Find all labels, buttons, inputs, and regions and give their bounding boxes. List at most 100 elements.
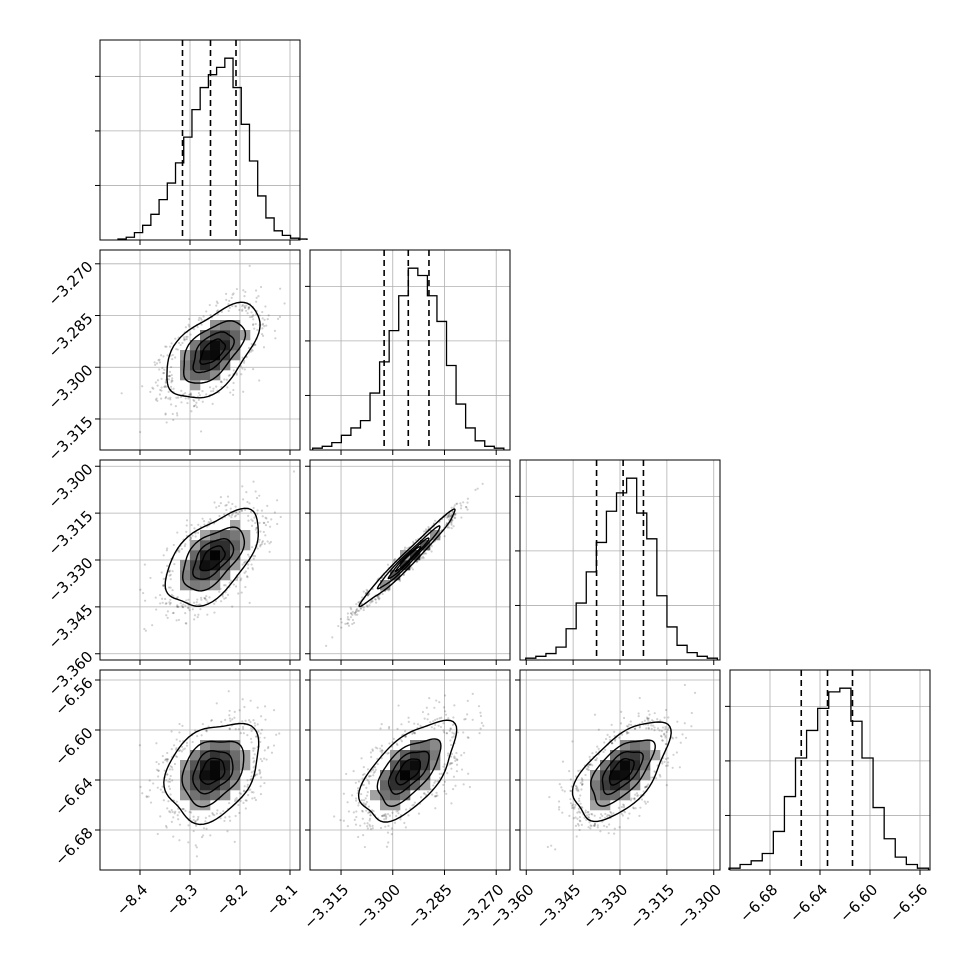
scatter-point bbox=[252, 747, 255, 750]
scatter-point bbox=[422, 556, 425, 560]
scatter-point bbox=[577, 769, 580, 773]
scatter-point bbox=[649, 776, 653, 779]
panel-marks bbox=[139, 470, 296, 632]
scatter-point bbox=[162, 761, 165, 764]
density-cell bbox=[210, 340, 221, 351]
scatter-point bbox=[613, 730, 616, 733]
scatter-point bbox=[450, 522, 453, 525]
scatter-point bbox=[177, 341, 181, 345]
scatter-point bbox=[180, 401, 183, 404]
scatter-point bbox=[163, 385, 166, 388]
scatter-point bbox=[652, 724, 655, 727]
scatter-point bbox=[182, 807, 185, 811]
scatter-point bbox=[166, 354, 169, 357]
scatter-point bbox=[345, 772, 348, 776]
scatter-point bbox=[258, 538, 261, 541]
density-cell bbox=[180, 580, 191, 591]
scatter-point bbox=[407, 814, 410, 817]
scatter-point bbox=[238, 510, 241, 514]
density-cell bbox=[190, 540, 201, 551]
scatter-point bbox=[167, 780, 170, 783]
scatter-point bbox=[400, 723, 403, 726]
scatter-point bbox=[255, 531, 259, 534]
scatter-point bbox=[276, 317, 280, 320]
scatter-point bbox=[665, 764, 668, 767]
scatter-point bbox=[366, 827, 369, 830]
scatter-point bbox=[157, 769, 160, 772]
scatter-point bbox=[387, 751, 390, 755]
scatter-point bbox=[383, 813, 386, 817]
scatter-point bbox=[251, 797, 254, 800]
scatter-point bbox=[452, 716, 455, 719]
scatter-point bbox=[159, 354, 163, 357]
scatter-point bbox=[651, 719, 654, 722]
density-cell bbox=[210, 790, 221, 801]
scatter-point bbox=[198, 394, 201, 397]
scatter-point bbox=[181, 745, 184, 748]
scatter-point bbox=[361, 773, 365, 776]
scatter-point bbox=[340, 621, 343, 624]
scatter-point bbox=[388, 742, 391, 745]
scatter-point bbox=[647, 717, 650, 720]
scatter-point bbox=[576, 822, 580, 826]
scatter-point bbox=[249, 350, 252, 353]
density-cell bbox=[180, 770, 191, 781]
scatter-point bbox=[156, 832, 159, 836]
scatter-point bbox=[203, 597, 207, 600]
scatter-point bbox=[242, 390, 245, 393]
scatter-point bbox=[177, 818, 180, 821]
scatter-point bbox=[225, 508, 228, 512]
scatter-point bbox=[650, 727, 653, 730]
scatter-point bbox=[377, 596, 380, 600]
scatter-point bbox=[174, 755, 178, 758]
contour-level-3 bbox=[387, 750, 430, 795]
scatter-point bbox=[160, 571, 163, 574]
scatter-point bbox=[586, 768, 589, 771]
density-cell bbox=[200, 790, 211, 801]
scatter-point bbox=[407, 716, 410, 719]
density-cell bbox=[610, 770, 621, 781]
scatter-point bbox=[440, 772, 444, 775]
scatter-point bbox=[242, 289, 245, 292]
scatter-point bbox=[241, 305, 244, 308]
scatter-point bbox=[252, 557, 255, 560]
density-cell bbox=[640, 770, 651, 781]
scatter-point bbox=[240, 373, 243, 376]
scatter-point bbox=[387, 841, 390, 844]
scatter-point bbox=[434, 795, 437, 798]
scatter-point bbox=[453, 756, 456, 759]
scatter-point bbox=[574, 775, 577, 778]
scatter-point bbox=[342, 792, 345, 795]
contour-level-2 bbox=[590, 739, 656, 807]
scatter-point bbox=[368, 819, 371, 822]
scatter-point bbox=[276, 522, 279, 526]
scatter-point bbox=[210, 519, 213, 522]
scatter-point bbox=[355, 610, 358, 613]
scatter-point bbox=[571, 806, 574, 810]
scatter-point bbox=[352, 621, 356, 624]
ytick-label-3-2: −3.345 bbox=[45, 601, 97, 653]
scatter-point bbox=[660, 729, 663, 733]
scatter-point bbox=[164, 397, 167, 400]
scatter-point bbox=[261, 334, 265, 337]
density-cell bbox=[210, 360, 221, 371]
scatter-point bbox=[426, 790, 430, 794]
scatter-point bbox=[204, 597, 207, 600]
scatter-point bbox=[200, 836, 204, 839]
scatter-point bbox=[625, 732, 629, 735]
scatter-point bbox=[368, 775, 371, 778]
scatter-point bbox=[172, 611, 175, 614]
scatter-point bbox=[361, 810, 364, 813]
scatter-point bbox=[622, 716, 626, 720]
scatter-point bbox=[383, 818, 386, 821]
scatter-point bbox=[369, 601, 372, 604]
scatter-point bbox=[247, 563, 250, 566]
scatter-point bbox=[171, 779, 174, 782]
scatter-point bbox=[449, 515, 452, 518]
scatter-point bbox=[589, 824, 592, 827]
scatter-point bbox=[162, 799, 165, 802]
scatter-point bbox=[168, 603, 172, 606]
scatter-point bbox=[645, 727, 648, 730]
scatter-point bbox=[170, 730, 173, 733]
scatter-point bbox=[273, 329, 277, 332]
